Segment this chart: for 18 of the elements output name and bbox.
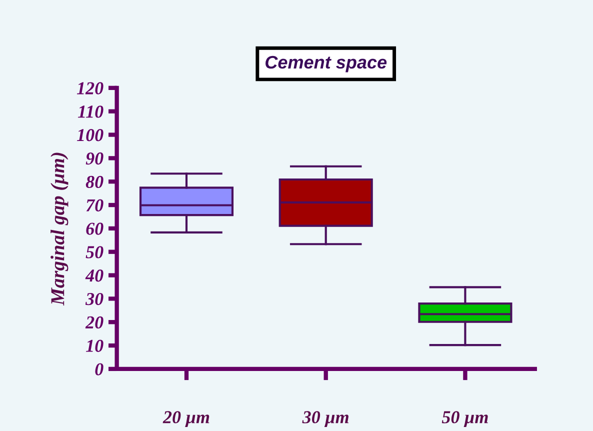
y-tick-label: 120 — [76, 82, 104, 94]
y-tick-label: 60 — [86, 222, 104, 235]
y-tick-label: 20 — [85, 316, 104, 329]
y-tick-label: 0 — [95, 363, 104, 376]
x-tick-label: 20 µm — [162, 411, 210, 427]
x-tick-label: 50 µm — [442, 411, 488, 427]
y-tick-label: 80 — [86, 176, 104, 188]
y-tick-label: 90 — [86, 152, 104, 165]
y-tick-label: 100 — [76, 129, 104, 142]
y-tick-label: 40 — [85, 270, 104, 282]
y-tick-label: 110 — [78, 106, 104, 118]
y-tick-label: 70 — [86, 199, 104, 212]
y-tick-label: 10 — [86, 340, 104, 352]
x-tick-label: 30 µm — [302, 411, 348, 427]
y-axis-title: Marginal gap (µm) — [50, 152, 68, 306]
y-tick-label: 30 — [85, 292, 104, 306]
y-tick-label: 50 — [86, 246, 104, 258]
chart-title: Cement space — [266, 56, 387, 72]
